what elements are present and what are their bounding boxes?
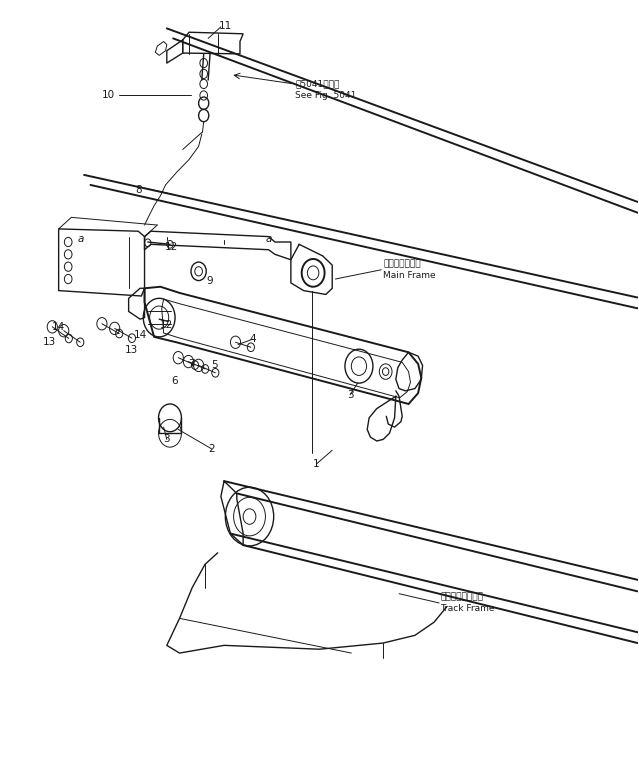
Text: 13: 13	[125, 345, 139, 355]
Text: 14: 14	[52, 322, 65, 332]
Text: 12: 12	[166, 241, 178, 252]
Text: 6: 6	[171, 376, 178, 385]
Text: メインフレーム: メインフレーム	[383, 259, 420, 268]
Text: 第5041図参照: 第5041図参照	[295, 80, 340, 88]
Text: a: a	[78, 234, 84, 244]
Text: 13: 13	[42, 337, 56, 348]
Text: Main Frame: Main Frame	[383, 271, 436, 279]
Text: 5: 5	[212, 361, 218, 371]
Text: 9: 9	[207, 276, 213, 286]
Text: 7: 7	[188, 359, 194, 369]
Text: See Fig. 5041: See Fig. 5041	[295, 91, 357, 100]
Text: 11: 11	[219, 21, 232, 31]
Text: 4: 4	[249, 334, 256, 344]
Text: 8: 8	[135, 185, 141, 195]
Text: Track Frame: Track Frame	[440, 604, 495, 613]
Text: 1: 1	[313, 459, 320, 469]
Text: 3: 3	[164, 434, 170, 444]
Text: 3: 3	[347, 390, 353, 399]
Text: 10: 10	[102, 91, 115, 101]
Text: トラックフレーム: トラックフレーム	[440, 592, 483, 601]
Text: a: a	[265, 234, 272, 244]
Text: 12: 12	[160, 320, 173, 330]
Text: 2: 2	[208, 444, 215, 454]
Text: 14: 14	[134, 330, 147, 340]
